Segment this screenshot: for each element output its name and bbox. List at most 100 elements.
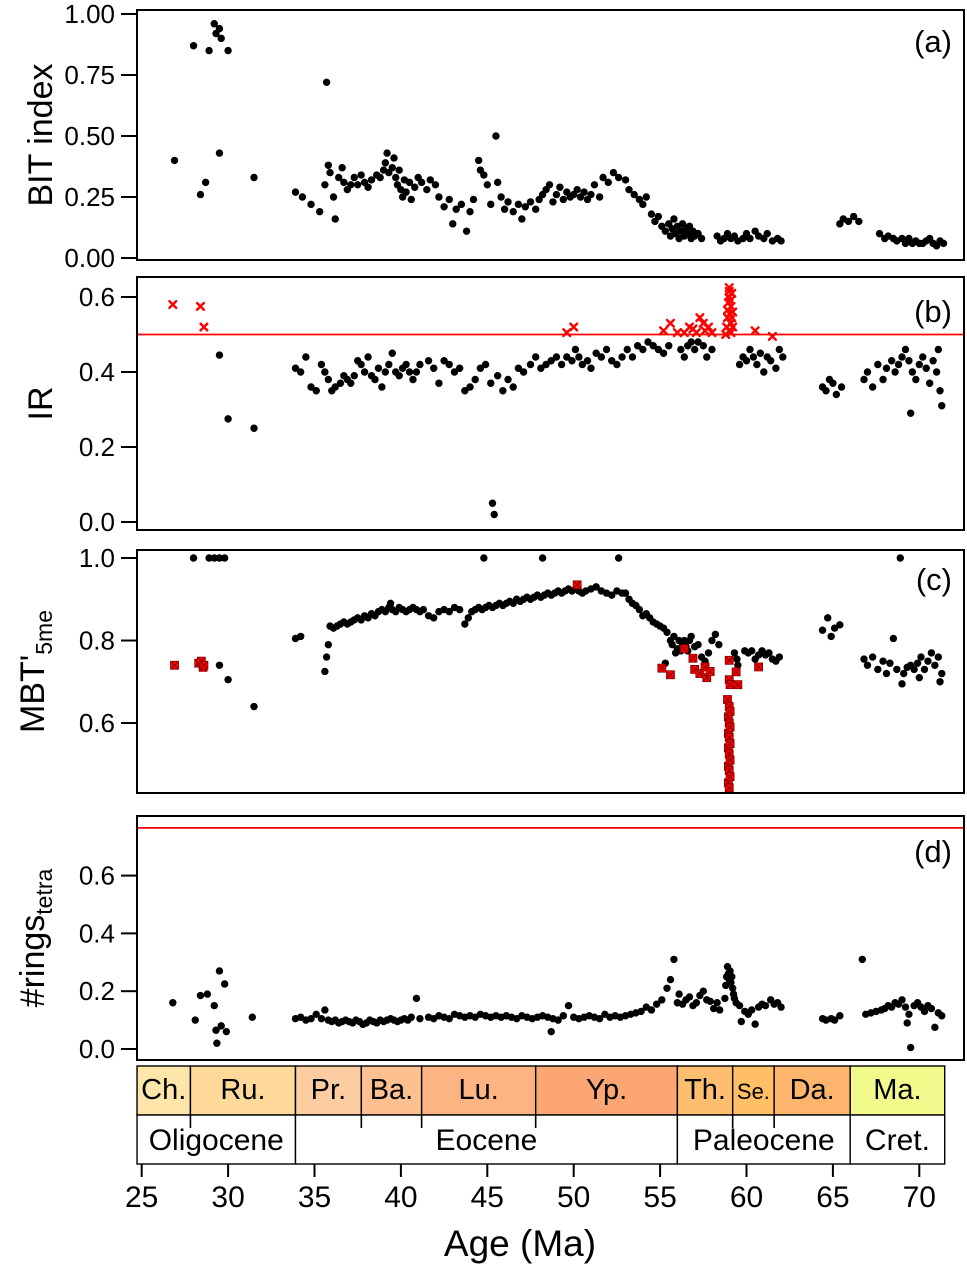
data-point-x <box>728 307 738 317</box>
data-point <box>898 353 906 361</box>
data-point <box>578 360 587 369</box>
data-point <box>210 554 218 562</box>
data-point <box>419 605 428 614</box>
data-point <box>761 1001 770 1010</box>
data-point <box>730 649 739 657</box>
data-point <box>592 583 600 591</box>
data-point <box>906 409 915 417</box>
data-point <box>860 375 868 384</box>
data-point <box>685 993 694 1001</box>
data-point <box>668 640 676 649</box>
epoch-label: Th. <box>684 1074 726 1106</box>
data-point <box>386 599 395 608</box>
data-point <box>670 215 678 223</box>
data-point <box>189 42 198 50</box>
data-point <box>296 632 305 641</box>
panel-letter-d: (d) <box>914 834 952 869</box>
data-point <box>713 999 721 1007</box>
timescale: Ch. Ru. Pr. Ba. Lu. Yp. Th. Se. Da. Ma. Oligocene E… <box>125 1065 946 1264</box>
data-point <box>426 176 434 184</box>
plot-frame-b <box>136 276 965 531</box>
y-tick-label: 0.75 <box>64 60 115 90</box>
data-point-square <box>657 663 667 673</box>
data-point <box>205 554 213 562</box>
data-point <box>324 640 333 649</box>
data-point <box>383 149 391 157</box>
data-point <box>509 207 517 216</box>
plot-frame-c <box>136 549 965 794</box>
data-point <box>915 360 923 369</box>
data-point <box>665 342 673 350</box>
data-point <box>891 368 899 376</box>
panel-d: 0.0 0.2 0.4 0.6 #ringstetra (d) <box>14 815 965 1064</box>
y-axis-label-d: #ringstetra <box>14 868 57 1007</box>
data-point <box>827 632 835 641</box>
data-point <box>756 349 765 357</box>
data-point <box>317 1014 326 1023</box>
data-point <box>931 661 939 669</box>
data-point-square-x <box>680 645 688 653</box>
data-point <box>357 360 365 369</box>
data-point <box>340 178 348 187</box>
data-point <box>250 424 258 432</box>
x-tick-label: 30 <box>211 1181 244 1214</box>
data-point <box>938 1012 946 1020</box>
data-point <box>893 665 901 674</box>
data-point <box>879 657 887 665</box>
panel-letter-c: (c) <box>916 562 952 597</box>
data-point <box>367 176 376 184</box>
data-point <box>608 357 616 365</box>
data-point <box>666 975 675 984</box>
series-black-dots-c <box>189 554 946 711</box>
data-point <box>431 181 440 189</box>
data-point <box>514 364 523 372</box>
data-point <box>487 379 495 387</box>
data-point <box>537 364 545 372</box>
epoch-label: Pr. <box>311 1074 346 1106</box>
data-point <box>354 181 362 189</box>
data-point <box>395 372 403 380</box>
data-point <box>215 661 224 669</box>
y-tick-label: 0.00 <box>64 243 115 273</box>
data-point-square-x <box>726 708 734 715</box>
data-point <box>291 364 300 372</box>
data-point <box>868 383 877 391</box>
data-point-x <box>750 326 760 336</box>
epoch-band-ru <box>189 1065 297 1116</box>
data-point <box>882 669 891 678</box>
data-point <box>896 554 904 562</box>
data-point <box>378 383 386 391</box>
epoch-label: Yp. <box>586 1074 627 1106</box>
data-point <box>913 659 922 667</box>
data-point <box>504 375 512 384</box>
data-point <box>855 217 863 226</box>
data-point <box>331 383 339 391</box>
data-point <box>571 345 580 354</box>
data-point <box>480 554 488 562</box>
data-point <box>189 554 198 562</box>
data-point <box>250 173 258 182</box>
data-point <box>538 554 547 562</box>
period-label: Oligocene <box>149 1124 284 1157</box>
data-point-square-x <box>696 670 704 677</box>
data-point <box>220 554 229 562</box>
period-band-eocene <box>294 1114 679 1165</box>
data-point <box>514 200 523 209</box>
data-point <box>900 669 908 678</box>
data-point-x <box>724 283 734 293</box>
data-point <box>775 345 784 354</box>
data-point-x <box>672 328 682 338</box>
data-point-x <box>199 322 209 332</box>
data-point <box>863 368 872 376</box>
y-tick-label: 0.6 <box>79 282 115 312</box>
data-point <box>709 1004 718 1013</box>
data-point <box>215 24 224 33</box>
data-point <box>908 368 917 376</box>
data-point <box>658 996 666 1004</box>
data-point <box>203 990 212 998</box>
data-point <box>661 227 669 235</box>
data-point <box>224 676 232 684</box>
period-label: Paleocene <box>693 1124 835 1157</box>
